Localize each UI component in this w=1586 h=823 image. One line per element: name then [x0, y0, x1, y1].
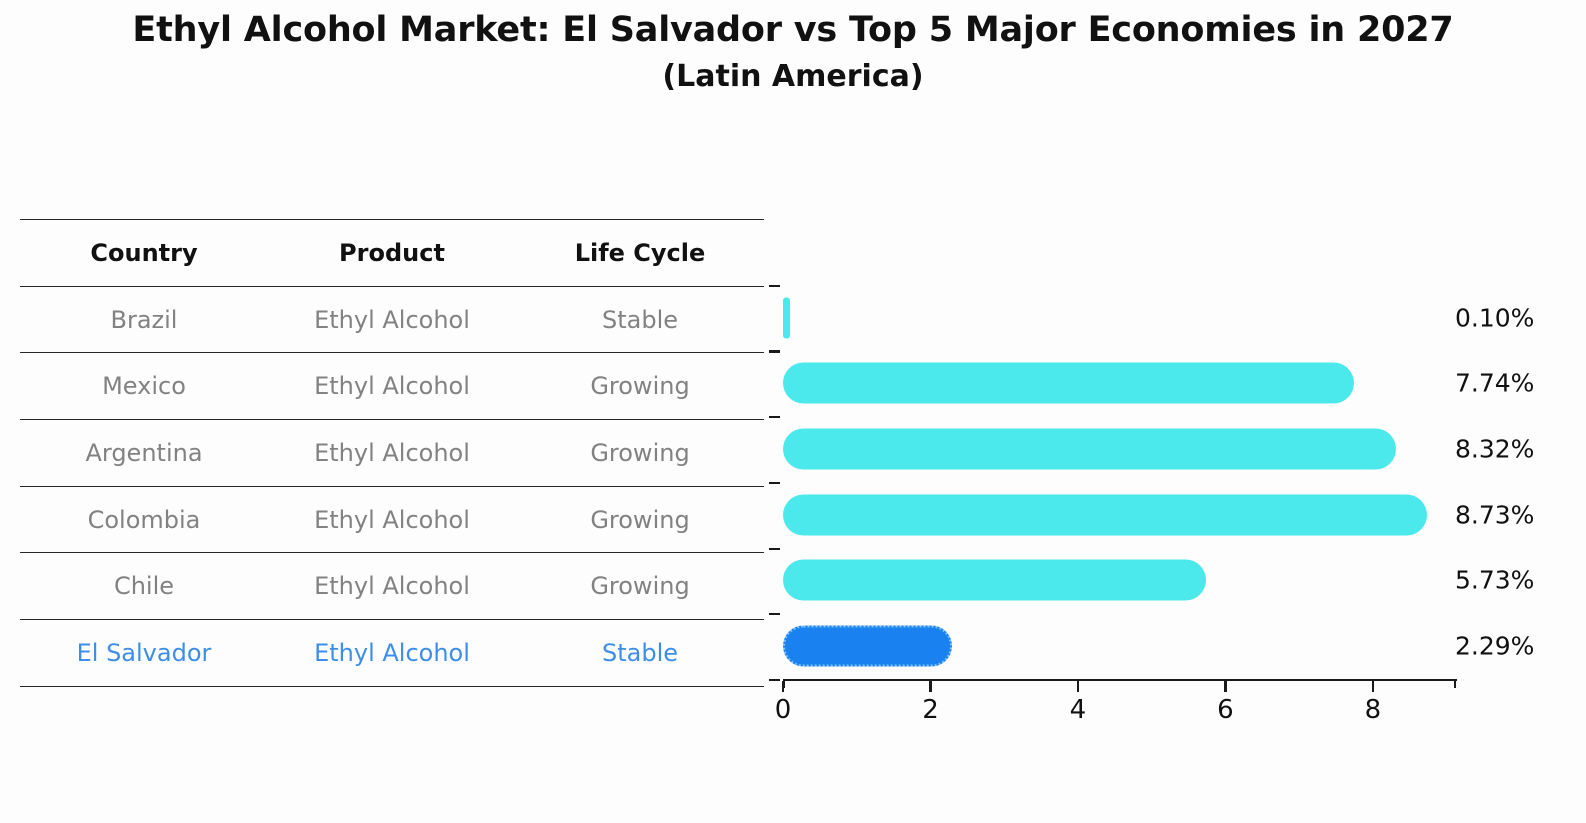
bar-row-chile: 5.73% — [769, 547, 1534, 614]
page-title: Ethyl Alcohol Market: El Salvador vs Top… — [132, 10, 1454, 50]
cell-life-cycle: Stable — [516, 619, 764, 687]
bar-brazil[interactable] — [783, 297, 791, 339]
cell-product: Ethyl Alcohol — [268, 419, 516, 487]
x-tick-label-2: 2 — [922, 695, 939, 725]
x-tick-2 — [929, 681, 932, 692]
cell-country: El Salvador — [20, 619, 268, 687]
cell-life-cycle: Growing — [516, 352, 764, 421]
bar-mexico[interactable] — [783, 362, 1354, 404]
cell-product: Ethyl Alcohol — [268, 352, 516, 421]
cell-country: Colombia — [20, 486, 268, 554]
y-axis-tick — [769, 350, 780, 353]
x-axis: 0 2 4 6 8 — [769, 679, 1457, 739]
bar-row-colombia: 8.73% — [769, 481, 1534, 548]
cell-life-cycle: Stable — [516, 286, 764, 354]
bar-argentina[interactable] — [783, 428, 1397, 470]
column-header-life-cycle: Life Cycle — [516, 219, 764, 287]
table-row-highlighted: El Salvador Ethyl Alcohol Stable — [20, 619, 764, 687]
x-tick-label-4: 4 — [1069, 695, 1087, 725]
country-table: Country Product Life Cycle Brazil Ethyl … — [20, 219, 764, 687]
table-row: Mexico Ethyl Alcohol Growing — [20, 352, 764, 421]
y-axis-tick — [769, 416, 780, 419]
x-tick-4 — [1076, 681, 1080, 692]
table-header-row: Country Product Life Cycle — [20, 219, 764, 287]
x-tick-0 — [781, 681, 785, 692]
x-tick-label-0: 0 — [774, 695, 792, 725]
bar-label-colombia: 8.73% — [1455, 500, 1535, 530]
bar-label-argentina: 8.32% — [1455, 434, 1535, 464]
column-header-product: Product — [268, 219, 516, 287]
cell-life-cycle: Growing — [516, 486, 764, 554]
bar-colombia[interactable] — [783, 494, 1427, 536]
table-row: Brazil Ethyl Alcohol Stable — [20, 286, 764, 354]
bar-label-chile: 5.73% — [1455, 565, 1535, 595]
x-tick-label-8: 8 — [1364, 695, 1382, 725]
column-header-country: Country — [20, 219, 268, 287]
y-axis-tick — [769, 679, 780, 682]
page-subtitle: (Latin America) — [662, 59, 924, 95]
cell-country: Chile — [20, 552, 268, 621]
cell-product: Ethyl Alcohol — [268, 486, 516, 554]
cell-life-cycle: Growing — [516, 419, 764, 487]
x-tick-8 — [1371, 681, 1375, 692]
bar-label-el-salvador: 2.29% — [1455, 631, 1535, 661]
table-row: Colombia Ethyl Alcohol Growing — [20, 486, 764, 554]
x-axis-line — [783, 679, 1457, 682]
bars-zone: 0.10% 7.74% 8.32% 8.73% 5.73% — [769, 219, 1534, 679]
cell-product: Ethyl Alcohol — [268, 552, 516, 621]
x-tick-6 — [1224, 681, 1227, 692]
x-tick-label-6: 6 — [1217, 695, 1234, 725]
cell-country: Brazil — [20, 286, 268, 354]
bar-chart: 0.10% 7.74% 8.32% 8.73% 5.73% — [769, 219, 1534, 725]
title-block: Ethyl Alcohol Market: El Salvador vs Top… — [0, 10, 1586, 95]
table-row: Argentina Ethyl Alcohol Growing — [20, 419, 764, 487]
x-axis-end-cap — [1454, 679, 1457, 688]
bar-row-brazil: 0.10% — [769, 284, 1534, 351]
y-axis-tick — [769, 547, 780, 550]
cell-product: Ethyl Alcohol — [268, 286, 516, 354]
bar-label-mexico: 7.74% — [1455, 368, 1535, 398]
cell-country: Mexico — [20, 352, 268, 421]
bar-row-argentina: 8.32% — [769, 416, 1534, 482]
cell-life-cycle: Growing — [516, 552, 764, 621]
cell-country: Argentina — [20, 419, 268, 487]
bar-row-el-salvador: 2.29% — [769, 613, 1534, 679]
cell-product: Ethyl Alcohol — [268, 619, 516, 687]
y-axis-tick — [769, 284, 780, 287]
y-axis-tick — [769, 481, 780, 484]
bar-row-mexico: 7.74% — [769, 350, 1534, 416]
y-axis-tick — [769, 613, 780, 616]
bar-el-salvador[interactable] — [783, 625, 952, 667]
bar-chile[interactable] — [783, 559, 1206, 601]
bar-label-brazil: 0.10% — [1455, 303, 1535, 333]
table-row: Chile Ethyl Alcohol Growing — [20, 552, 764, 621]
